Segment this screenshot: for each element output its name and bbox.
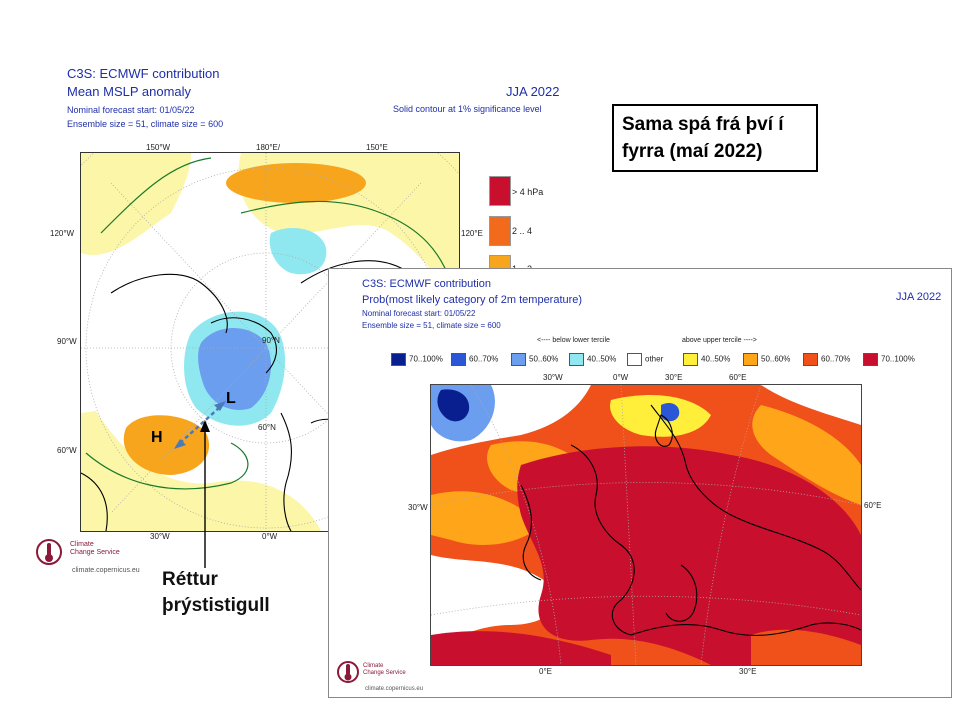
legend-item-5: other <box>627 353 663 366</box>
right-title-1: C3S: ECMWF contribution <box>362 278 491 290</box>
right-season: JJA 2022 <box>896 291 942 303</box>
copernicus-logo-icon <box>36 539 62 565</box>
tick-90n: 90°N <box>262 336 280 345</box>
tick-r-bottom-30e: 30°E <box>739 667 757 676</box>
tick-150e: 150°E <box>366 143 388 152</box>
legend-item-3: 50..60% <box>511 353 558 366</box>
temperature-map <box>430 384 862 666</box>
left-meta-1: Nominal forecast start: 01/05/22 <box>67 105 195 115</box>
legend-swatch-2-4 <box>489 216 511 246</box>
tick-r-bottom-0e: 0°E <box>539 667 552 676</box>
tick-120w: 120°W <box>50 229 75 238</box>
left-title-2: Mean MSLP anomaly <box>67 84 192 99</box>
left-meta-2: Ensemble size = 51, climate size = 600 <box>67 119 224 129</box>
right-meta-2: Ensemble size = 51, climate size = 600 <box>362 321 501 330</box>
tick-90w: 90°W <box>57 337 77 346</box>
tick-60n: 60°N <box>258 423 276 432</box>
gradient-arrow <box>174 401 226 449</box>
tick-120e: 120°E <box>461 229 483 238</box>
temperature-map-svg <box>431 385 861 665</box>
temperature-panel: C3S: ECMWF contribution Prob(most likely… <box>328 268 952 698</box>
low-marker: L <box>226 390 236 407</box>
tick-60w: 60°W <box>57 446 77 455</box>
tercile-above: above upper tercile ----> <box>682 337 757 344</box>
logo-right-url: climate.copernicus.eu <box>365 686 424 692</box>
note-line1: Réttur <box>162 569 218 590</box>
high-marker: H <box>151 429 163 446</box>
tick-r-60e: 60°E <box>729 373 747 382</box>
legend-item-7: 50..60% <box>743 353 790 366</box>
tick-180e: 180°E/ <box>256 143 281 152</box>
left-significance: Solid contour at 1% significance level <box>393 104 542 114</box>
copernicus-logo-icon-right <box>337 661 359 683</box>
logo-right-line2: Change Service <box>363 670 406 676</box>
left-title-1: C3S: ECMWF contribution <box>67 66 220 81</box>
legend-item-4: 40..50% <box>569 353 616 366</box>
tick-30w: 30°W <box>150 532 170 541</box>
right-meta-1: Nominal forecast start: 01/05/22 <box>362 309 476 318</box>
legend-label-gt4: > 4 hPa <box>512 187 544 197</box>
right-title-2: Prob(most likely category of 2m temperat… <box>362 294 583 306</box>
callout-box: Sama spá frá því í fyrra (maí 2022) <box>612 104 818 172</box>
tick-150w: 150°W <box>146 143 171 152</box>
tercile-below: <---- below lower tercile <box>537 337 610 344</box>
tick-r-30e: 30°E <box>665 373 683 382</box>
legend-item-2: 60..70% <box>451 353 498 366</box>
tick-r-right-60e: 60°E <box>864 501 882 510</box>
tick-0w: 0°W <box>262 532 278 541</box>
legend-swatch-gt4 <box>489 176 511 206</box>
tick-r-0w: 0°W <box>613 373 629 382</box>
logo-line2: Change Service <box>70 549 120 556</box>
note-arrow <box>200 420 210 568</box>
legend-item-6: 40..50% <box>683 353 730 366</box>
legend-item-9: 70..100% <box>863 353 915 366</box>
legend-item-8: 60..70% <box>803 353 850 366</box>
legend-label-2-4: 2 .. 4 <box>512 226 533 236</box>
tick-r-30w: 30°W <box>543 373 563 382</box>
logo-url: climate.copernicus.eu <box>72 567 140 574</box>
legend-item-1: 70..100% <box>391 353 443 366</box>
left-season: JJA 2022 <box>506 84 560 99</box>
logo-line1: Climate <box>70 541 94 548</box>
tick-r-left-30w: 30°W <box>408 503 428 512</box>
logo-right-line1: Climate <box>363 663 384 669</box>
callout-text: Sama spá frá því í fyrra (maí 2022) <box>622 114 784 162</box>
note-line2: þrýstistigull <box>162 595 270 616</box>
